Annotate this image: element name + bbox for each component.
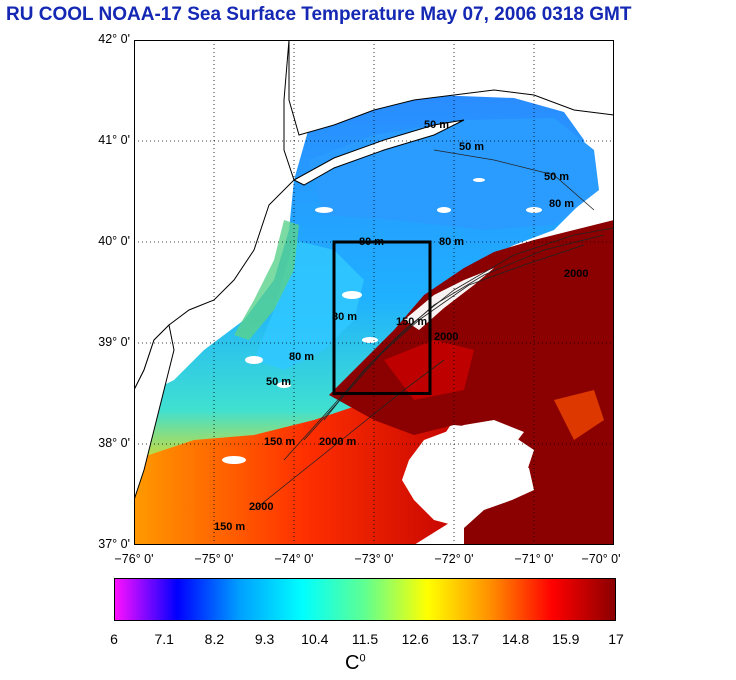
- contour-label: 50 m: [266, 376, 291, 388]
- colorbar-tick-label: 17: [608, 631, 624, 647]
- contour-label: 80 m: [332, 311, 357, 323]
- colorbar-unit-label: C0: [345, 652, 366, 675]
- lon-label: −72° 0': [434, 552, 474, 566]
- cloud-specks: [222, 178, 542, 464]
- colorbar-tick-label: 8.2: [204, 631, 225, 647]
- colorbar-tick-label: 6: [110, 631, 118, 647]
- map-title: RU COOL NOAA-17 Sea Surface Temperature …: [6, 4, 632, 25]
- colorbar-tick-label: 13.7: [451, 631, 480, 647]
- contour-label: 50 m: [459, 141, 484, 153]
- orange-warm-patch: [554, 390, 604, 440]
- lon-label: −70° 0': [581, 552, 621, 566]
- sst-map: 50 m 50 m 50 m 80 m 80 m 80 m 80 m 150 m…: [134, 40, 614, 545]
- temperature-colorbar: [114, 578, 616, 621]
- lon-label: −75° 0': [194, 552, 234, 566]
- lat-label: 41° 0': [98, 133, 130, 147]
- lat-label: 38° 0': [98, 436, 130, 450]
- contour-label: 80 m: [289, 351, 314, 363]
- contour-label: 50 m: [544, 171, 569, 183]
- colorbar-tick-label: 11.5: [351, 631, 379, 647]
- land-delmarva: [134, 323, 175, 501]
- contour-label: 2000: [564, 268, 588, 280]
- unit-base: C: [345, 652, 360, 674]
- colorbar-tick-label: 7.1: [154, 631, 174, 647]
- lat-label: 40° 0': [98, 234, 130, 248]
- lat-label: 42° 0': [98, 32, 130, 46]
- cyan-band: [254, 240, 364, 370]
- cloud-mask: [402, 420, 534, 528]
- contour-label: 150 m: [214, 521, 245, 533]
- colorbar-tick-label: 9.3: [254, 631, 275, 647]
- colorbar-tick-label: 10.4: [301, 631, 329, 647]
- contour-label: 2000 m: [319, 436, 357, 448]
- colorbar-tick-label: 12.6: [401, 631, 429, 647]
- contour-label: 150 m: [264, 436, 295, 448]
- bathymetry-contours: [253, 149, 614, 511]
- contour-label: 150 m: [396, 316, 427, 328]
- lon-label: −73° 0': [354, 552, 394, 566]
- study-area-box: [332, 240, 432, 395]
- land-long-island: [292, 119, 465, 186]
- contour-label: 2000: [249, 501, 273, 513]
- contour-label: 50 m: [424, 119, 449, 131]
- green-coast-band: [234, 220, 299, 340]
- contour-label: 80 m: [439, 236, 464, 248]
- colorbar-tick-label: 14.8: [501, 631, 530, 647]
- gulf-stream-warm-water: [329, 220, 614, 545]
- map-frame: [134, 40, 614, 545]
- lat-label: 37° 0': [98, 537, 130, 551]
- lon-label: −71° 0': [514, 552, 554, 566]
- lon-label: −76° 0': [114, 552, 154, 566]
- lon-label: −74° 0': [274, 552, 314, 566]
- land-new-england: [288, 40, 614, 136]
- contour-labels: 50 m 50 m 50 m 80 m 80 m 80 m 80 m 150 m…: [214, 119, 588, 533]
- colorbar-tick-label: 15.9: [552, 631, 580, 647]
- unit-superscript: 0: [359, 652, 366, 665]
- contour-label: 2000: [434, 331, 458, 343]
- contour-label: 80 m: [549, 198, 574, 210]
- lat-label: 39° 0': [98, 335, 130, 349]
